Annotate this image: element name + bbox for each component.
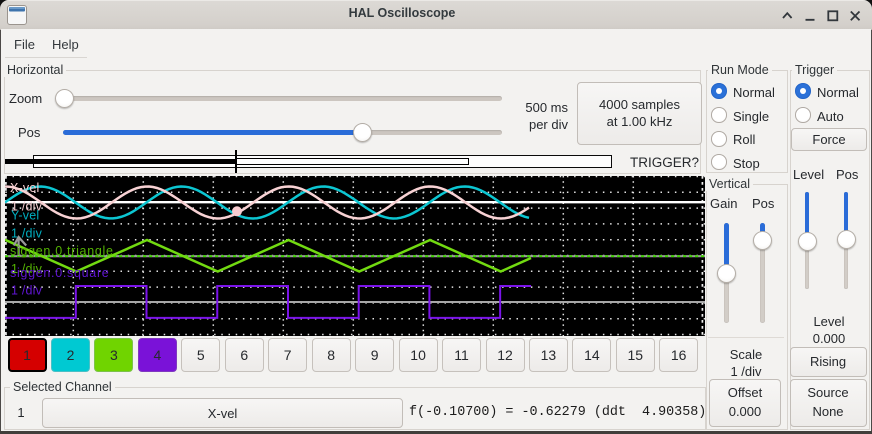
svg-text:1 /div: 1 /div: [11, 262, 43, 276]
svg-text:1 /div: 1 /div: [11, 227, 43, 241]
svg-text:Y-vel: Y-vel: [11, 209, 39, 223]
svg-text:siggen.0.square: siggen.0.square: [10, 266, 109, 280]
svg-text:1 /div: 1 /div: [11, 284, 43, 298]
svg-text:X-vel: X-vel: [10, 181, 39, 195]
svg-text:1 /div: 1 /div: [11, 200, 43, 214]
svg-text:siggen.0.triangle: siggen.0.triangle: [10, 244, 114, 258]
